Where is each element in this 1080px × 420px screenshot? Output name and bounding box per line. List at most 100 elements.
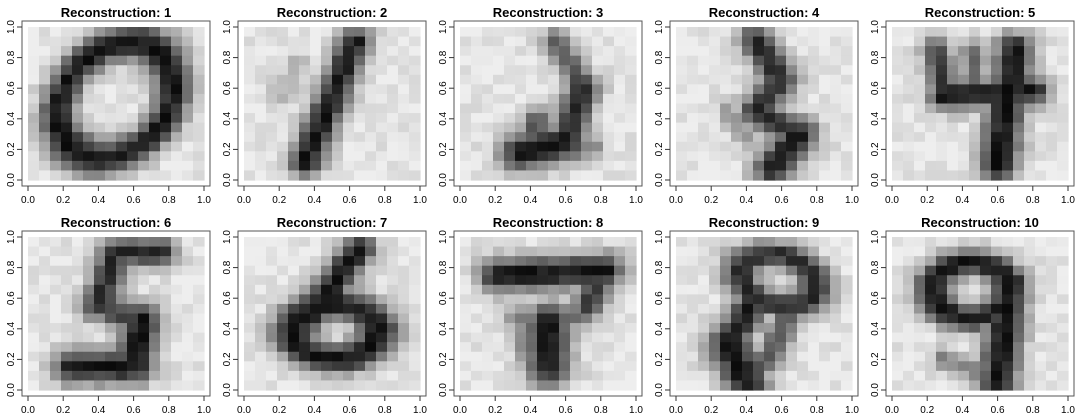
heatmap-cell (288, 313, 300, 324)
heatmap-cell (266, 323, 278, 334)
heatmap-cell (504, 380, 516, 391)
heatmap-cell (687, 103, 699, 114)
heatmap-cell (786, 27, 798, 38)
heatmap-cell (625, 132, 637, 143)
y-tick-label: 0.6 (222, 291, 233, 305)
heatmap-cell (299, 351, 311, 362)
heatmap-cell (969, 84, 981, 95)
heatmap-cell (1057, 74, 1069, 85)
heatmap-cell (830, 27, 842, 38)
heatmap-cell (28, 256, 40, 267)
heatmap-cell (255, 380, 267, 391)
heatmap-cell (354, 265, 366, 276)
x-tick-label: 0.6 (559, 405, 573, 416)
x-tick-label: 0.4 (955, 195, 969, 206)
heatmap-cell (742, 237, 754, 248)
heatmap-cell (969, 160, 981, 172)
heatmap-cell (482, 141, 494, 152)
heatmap-cell (764, 113, 776, 124)
heatmap-cell (149, 265, 161, 276)
heatmap-cell (603, 294, 615, 305)
heatmap-cell (299, 151, 311, 162)
heatmap-cell (387, 303, 399, 315)
heatmap-cell (991, 170, 1003, 181)
heatmap-cell (182, 27, 194, 38)
heatmap-cell (570, 246, 582, 257)
heatmap-cell (559, 323, 571, 334)
heatmap-cell (365, 275, 377, 286)
heatmap-cell (138, 141, 150, 152)
heatmap-cell (354, 323, 366, 334)
heatmap-cell (570, 303, 582, 315)
heatmap-cell (581, 36, 593, 47)
heatmap-cell (1013, 132, 1025, 143)
heatmap-cell (892, 46, 904, 57)
x-tick-label: 0.6 (343, 195, 357, 206)
heatmap-cell (482, 27, 494, 38)
heatmap-cell (1024, 132, 1036, 143)
heatmap-cell (592, 113, 604, 124)
heatmap-cell (775, 380, 787, 391)
heatmap-cell (160, 275, 172, 286)
heatmap-cell (1035, 246, 1047, 257)
heatmap-cell (493, 323, 505, 334)
heatmap-cell (969, 275, 981, 286)
heatmap-cell (614, 103, 626, 114)
heatmap-cell (138, 256, 150, 267)
heatmap-cell (482, 122, 494, 133)
heatmap-cell (332, 323, 344, 334)
heatmap-cell (343, 380, 355, 391)
heatmap-cell (321, 65, 333, 76)
heatmap-cell (61, 55, 73, 66)
heatmap-cell (515, 141, 527, 152)
heatmap-cell (603, 323, 615, 334)
heatmap-cell (138, 351, 150, 362)
heatmap-cell (548, 323, 560, 334)
heatmap-cell (460, 170, 472, 181)
heatmap-cell (482, 74, 494, 85)
heatmap-cell (720, 275, 732, 286)
heatmap-cell (116, 284, 128, 295)
heatmap-cell (193, 284, 205, 295)
heatmap-cell (592, 132, 604, 143)
heatmap-cell (786, 65, 798, 76)
heatmap-cell (980, 122, 992, 133)
heatmap-cell (50, 93, 62, 105)
heatmap-cell (1046, 93, 1058, 105)
heatmap-cell (1013, 323, 1025, 334)
heatmap-cell (471, 294, 483, 305)
heatmap-cell (841, 313, 853, 324)
heatmap-cell (277, 284, 289, 295)
heatmap-cell (376, 370, 388, 382)
heatmap-cell (138, 113, 150, 124)
heatmap-cell (244, 351, 256, 362)
heatmap-cell (1046, 55, 1058, 66)
heatmap-cell (786, 361, 798, 372)
heatmap-cell (482, 237, 494, 248)
heatmap-cell (819, 332, 831, 343)
y-tick-label: 0.6 (870, 291, 881, 305)
heatmap-cell (504, 46, 516, 57)
heatmap-cell (244, 170, 256, 181)
heatmap-cell (471, 380, 483, 391)
heatmap-cell (460, 65, 472, 76)
heatmap-cell (493, 284, 505, 295)
heatmap-cell (171, 132, 183, 143)
heatmap-cell (698, 380, 710, 391)
heatmap-cell (925, 160, 937, 172)
heatmap-cell (28, 27, 40, 38)
heatmap-cell (786, 380, 798, 391)
x-tick-label: 0.0 (453, 405, 467, 416)
heatmap-cell (28, 380, 40, 391)
heatmap-cell (376, 323, 388, 334)
heatmap-cell (288, 46, 300, 57)
heatmap-cell (592, 93, 604, 105)
heatmap-cell (830, 170, 842, 181)
heatmap-cell (709, 151, 721, 162)
heatmap-cell (698, 294, 710, 305)
heatmap-cell (255, 122, 267, 133)
heatmap-cell (493, 93, 505, 105)
heatmap-cell (299, 122, 311, 133)
heatmap-cell (343, 361, 355, 372)
heatmap-cell (354, 294, 366, 305)
